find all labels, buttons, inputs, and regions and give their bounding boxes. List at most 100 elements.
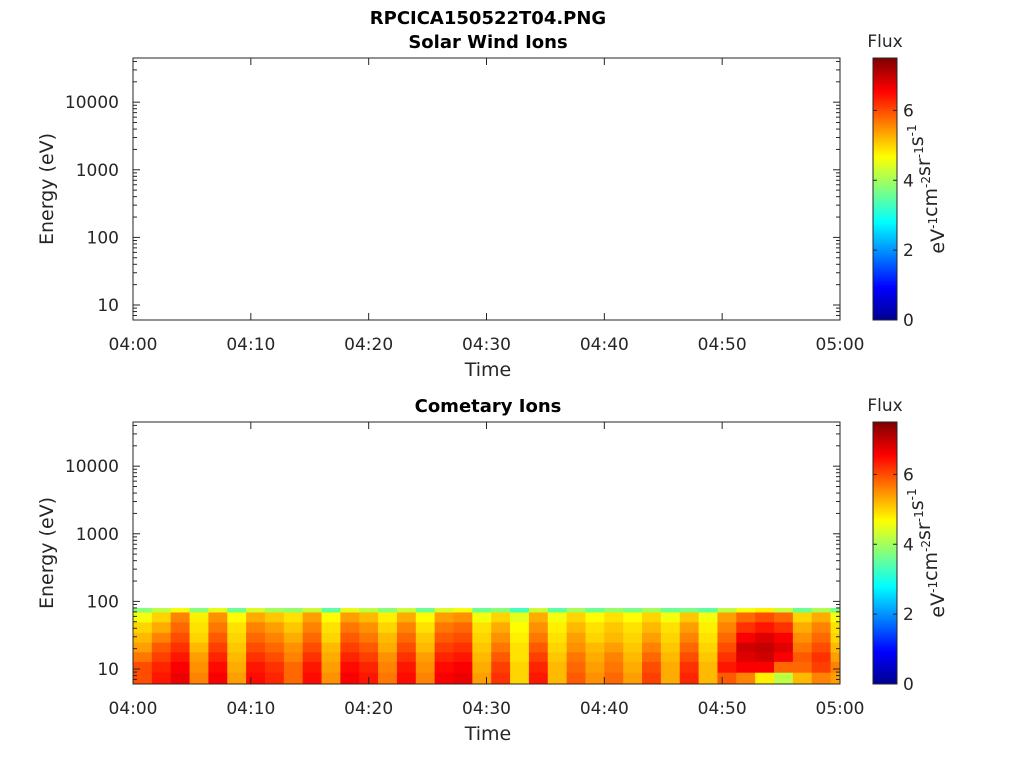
colorbar-band	[873, 210, 897, 214]
heatmap-cell	[774, 611, 794, 623]
x-tick-label: 04:10	[226, 335, 275, 355]
colorbar-band	[873, 243, 897, 247]
colorbar-band	[873, 213, 897, 216]
heatmap-cell	[415, 672, 436, 684]
colorbar-band	[873, 285, 897, 288]
heatmap-cell	[133, 621, 153, 633]
heatmap-cell	[133, 607, 153, 613]
heatmap-cell	[472, 611, 492, 623]
heatmap-cell	[246, 621, 266, 633]
colorbar-band	[873, 175, 897, 179]
heatmap-cell	[528, 661, 549, 673]
heatmap-cell	[811, 661, 832, 673]
heatmap-cell	[566, 661, 587, 673]
heatmap-cell	[283, 632, 304, 643]
heatmap-cell	[736, 642, 756, 653]
colorbar-band	[873, 154, 897, 157]
heatmap-cell	[264, 607, 285, 613]
y-tick-label: 10000	[65, 457, 119, 477]
colorbar-band	[873, 241, 897, 245]
heatmap-cell	[830, 607, 840, 613]
heatmap-cell	[623, 661, 643, 673]
heatmap-cell	[792, 661, 813, 673]
colorbar-band	[873, 304, 897, 308]
heatmap-cell	[208, 611, 228, 623]
colorbar-band	[873, 186, 897, 190]
colorbar-band	[873, 228, 897, 231]
heatmap-cell	[453, 607, 473, 613]
colorbar-band	[873, 245, 897, 249]
colorbar-band	[873, 653, 897, 657]
colorbar-band	[873, 271, 897, 275]
colorbar-title: Flux	[867, 396, 902, 416]
heatmap-cell	[623, 672, 643, 684]
colorbar-band	[873, 79, 897, 83]
heatmap-cell	[302, 632, 323, 643]
heatmap-cell	[510, 651, 530, 662]
colorbar-tick-label: 2	[903, 605, 914, 625]
heatmap-cell	[264, 632, 285, 643]
colorbar-band	[873, 603, 897, 606]
colorbar-band	[873, 673, 897, 676]
heatmap-cell	[359, 607, 379, 613]
heatmap-cell	[302, 642, 323, 653]
heatmap-cell	[585, 651, 605, 662]
colorbar-band	[873, 651, 897, 654]
colorbar-band	[873, 184, 897, 188]
heatmap-cell	[340, 611, 360, 623]
heatmap-cell	[264, 661, 285, 673]
heatmap-cell	[472, 607, 492, 613]
colorbar-band	[873, 162, 897, 166]
heatmap-cell	[491, 661, 511, 673]
colorbar-band	[873, 99, 897, 103]
heatmap-cell	[283, 621, 304, 633]
colorbar-band	[873, 199, 897, 203]
heatmap-cell	[151, 661, 172, 673]
colorbar-band	[873, 62, 897, 66]
heatmap-cell	[547, 611, 568, 623]
heatmap-cell	[811, 632, 832, 643]
colorbar-band	[873, 167, 897, 170]
heatmap-cell	[510, 661, 530, 673]
colorbar-band	[873, 171, 897, 175]
heatmap-cell	[792, 611, 813, 623]
colorbar-band	[873, 616, 897, 619]
colorbar-band	[873, 528, 897, 532]
heatmap-cell	[717, 632, 737, 643]
colorbar-title: Flux	[867, 32, 902, 52]
heatmap-cell	[792, 632, 813, 643]
heatmap-cell	[396, 632, 417, 643]
heatmap-cell	[528, 642, 549, 653]
y-tick-label: 10000	[65, 93, 119, 113]
heatmap-cell	[133, 632, 153, 643]
colorbar-band	[873, 282, 897, 286]
heatmap-cell	[246, 632, 266, 643]
heatmap-cell	[453, 611, 473, 623]
colorbar-band	[873, 450, 897, 454]
heatmap-cell	[453, 661, 473, 673]
colorbar-unit-label: eV-1cm-2sr-1s-1	[905, 488, 949, 617]
colorbar-band	[873, 97, 897, 100]
heatmap-cell	[811, 651, 832, 662]
colorbar: 0 2 4 6 Flux eV-1cm-2sr-1s-1	[867, 396, 949, 695]
heatmap-cell	[378, 651, 398, 662]
colorbar-band	[873, 276, 897, 280]
colorbar-band	[873, 587, 897, 591]
colorbar-band	[873, 555, 897, 558]
colorbar-band	[873, 662, 897, 665]
colorbar-band	[873, 618, 897, 622]
colorbar-band	[873, 291, 897, 295]
colorbar-band	[873, 544, 897, 547]
heatmap-cell	[660, 661, 681, 673]
colorbar-band	[873, 607, 897, 611]
colorbar-band	[873, 108, 897, 111]
colorbar-band	[873, 101, 897, 105]
colorbar-band	[873, 474, 897, 478]
colorbar-band	[873, 478, 897, 482]
colorbar-band	[873, 232, 897, 236]
colorbar-band	[873, 515, 897, 519]
heatmap-cell	[227, 651, 247, 662]
colorbar-band	[873, 642, 897, 646]
heatmap-cell	[660, 642, 681, 653]
colorbar-band	[873, 156, 897, 159]
